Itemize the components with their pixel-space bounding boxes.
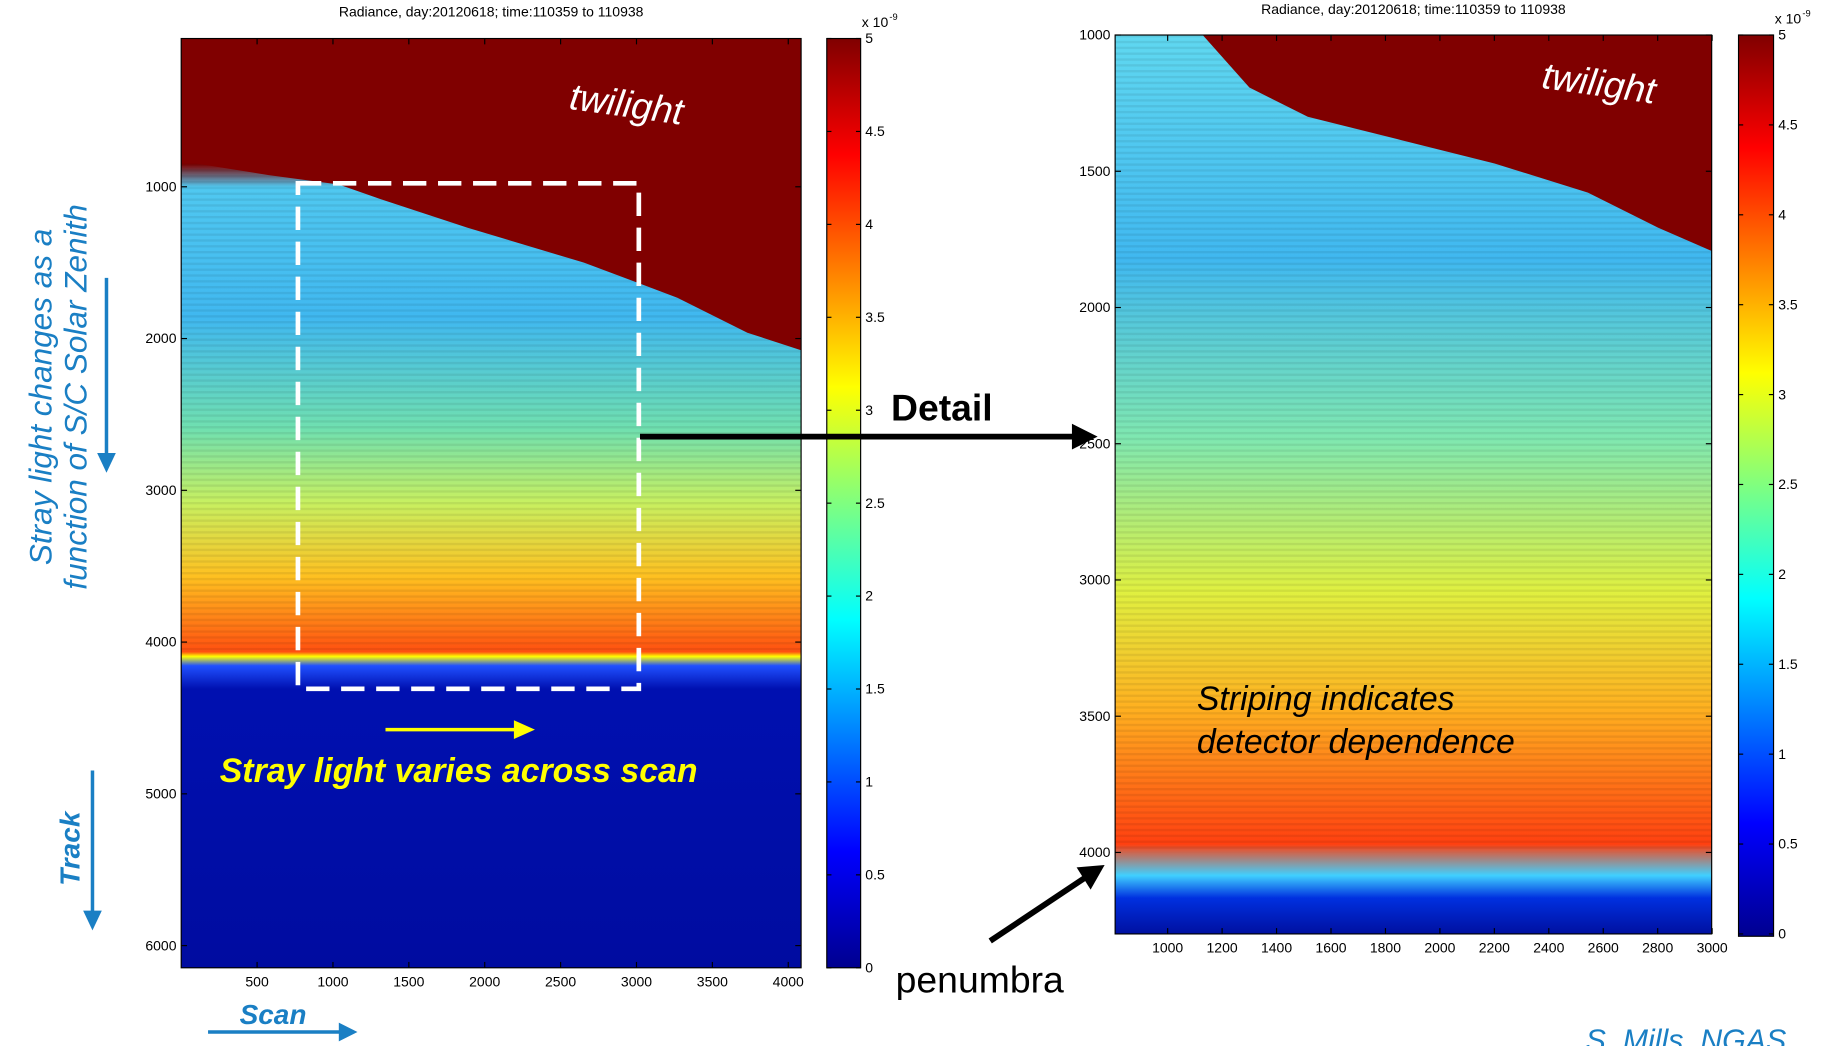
x-tick-label: 1600	[1315, 940, 1346, 956]
colorbar-tick-label: 4.5	[865, 123, 885, 139]
colorbar-tick-label: 5	[1778, 27, 1786, 43]
twilight-region	[181, 38, 802, 351]
striping-note: detector dependence	[1197, 723, 1515, 761]
x-tick-label: 2000	[1424, 940, 1455, 956]
x-tick-label: 3000	[1697, 940, 1728, 956]
penumbra-label: penumbra	[896, 958, 1064, 1000]
y-tick-label: 1500	[1079, 163, 1110, 179]
colorbar-tick-label: 2	[1778, 566, 1786, 582]
panel-title: Radiance, day:20120618; time:110359 to 1…	[1261, 1, 1566, 17]
scan-label: Scan	[240, 999, 307, 1030]
colorbar-tick-label: 2.5	[865, 495, 885, 511]
colorbar-tick-label: 0	[865, 959, 873, 975]
arrow-head	[97, 452, 116, 473]
y-tick-label: 5000	[145, 786, 176, 802]
x-tick-label: 1400	[1261, 940, 1292, 956]
multiplier-text: x 10	[1775, 10, 1802, 26]
y-tick-label: 3000	[1079, 572, 1110, 588]
colorbar-tick-label: 4.5	[1778, 117, 1798, 133]
twilight-region	[1202, 35, 1712, 251]
colorbar-tick-label: 1.5	[865, 681, 885, 697]
x-tick-label: 2500	[545, 973, 576, 989]
x-tick-label: 4000	[773, 973, 804, 989]
plot-frame	[180, 37, 802, 969]
colorbar-tick-label: 1	[865, 774, 873, 790]
penumbra-arrow	[988, 873, 1090, 944]
x-tick-label: 2600	[1588, 940, 1619, 956]
colorbar-multiplier: x 10-9	[1775, 8, 1811, 26]
striping-note: Striping indicates	[1197, 680, 1455, 718]
arrow-head	[83, 910, 102, 931]
zenith-note: function of S/C Solar Zenith	[58, 204, 94, 589]
plot-frame	[1114, 34, 1713, 935]
multiplier-exponent: -9	[1802, 8, 1810, 18]
colorbar-tick-label: 1.5	[1778, 656, 1798, 672]
detail-label: Detail	[891, 386, 993, 428]
y-tick-label: 6000	[145, 937, 176, 953]
arrow-head	[1076, 865, 1105, 890]
arrow-head	[513, 720, 535, 739]
arrow-head	[1071, 423, 1098, 450]
colorbar-tick-label: 0.5	[865, 867, 885, 883]
x-tick-label: 500	[245, 973, 269, 989]
colorbar-tick-label: 3	[1778, 386, 1786, 402]
colorbar-tick-label: 3.5	[865, 309, 885, 325]
x-tick-label: 2200	[1479, 940, 1510, 956]
y-tick-label: 4000	[1079, 844, 1110, 860]
y-tick-label: 2000	[1079, 299, 1110, 315]
x-tick-label: 1000	[317, 973, 348, 989]
colorbar-tick-label: 2	[865, 588, 873, 604]
track-label: Track	[55, 810, 86, 886]
colorbar-tick-label: 4	[1778, 206, 1786, 222]
y-tick-label: 1000	[1079, 27, 1110, 43]
x-tick-label: 2800	[1642, 940, 1673, 956]
colorbar-tick-label: 5	[865, 30, 873, 46]
colorbar	[1737, 34, 1775, 937]
panel-title: Radiance, day:20120618; time:110359 to 1…	[339, 3, 644, 19]
colorbar-tick-label: 4	[865, 216, 873, 232]
y-tick-label: 3000	[145, 482, 176, 498]
y-tick-label: 2000	[145, 330, 176, 346]
detail-box	[295, 180, 642, 692]
x-tick-label: 2000	[469, 973, 500, 989]
colorbar	[826, 37, 862, 969]
y-tick-label: 1000	[145, 178, 176, 194]
x-tick-label: 1200	[1207, 940, 1238, 956]
credit: S. Mills, NGAS	[1586, 1025, 1787, 1046]
x-tick-label: 3000	[621, 973, 652, 989]
zenith-note: Stray light changes as a	[23, 229, 59, 565]
colorbar-tick-label: 0.5	[1778, 836, 1798, 852]
colorbar-tick-label: 0	[1778, 926, 1786, 942]
colorbar-multiplier: x 10-9	[862, 12, 898, 30]
colorbar-tick-label: 3	[865, 402, 873, 418]
y-tick-label: 4000	[145, 634, 176, 650]
arrow-head	[338, 1022, 358, 1042]
colorbar-tick-label: 2.5	[1778, 476, 1798, 492]
x-tick-label: 1800	[1370, 940, 1401, 956]
multiplier-exponent: -9	[889, 12, 897, 22]
y-tick-label: 3500	[1079, 708, 1110, 724]
colorbar-tick-label: 3.5	[1778, 296, 1798, 312]
x-tick-label: 1500	[393, 973, 424, 989]
x-tick-label: 3500	[697, 973, 728, 989]
scan-note: Stray light varies across scan	[220, 752, 698, 790]
multiplier-text: x 10	[862, 14, 889, 30]
colorbar-tick-label: 1	[1778, 746, 1786, 762]
x-tick-label: 2400	[1533, 940, 1564, 956]
x-tick-label: 1000	[1152, 940, 1183, 956]
